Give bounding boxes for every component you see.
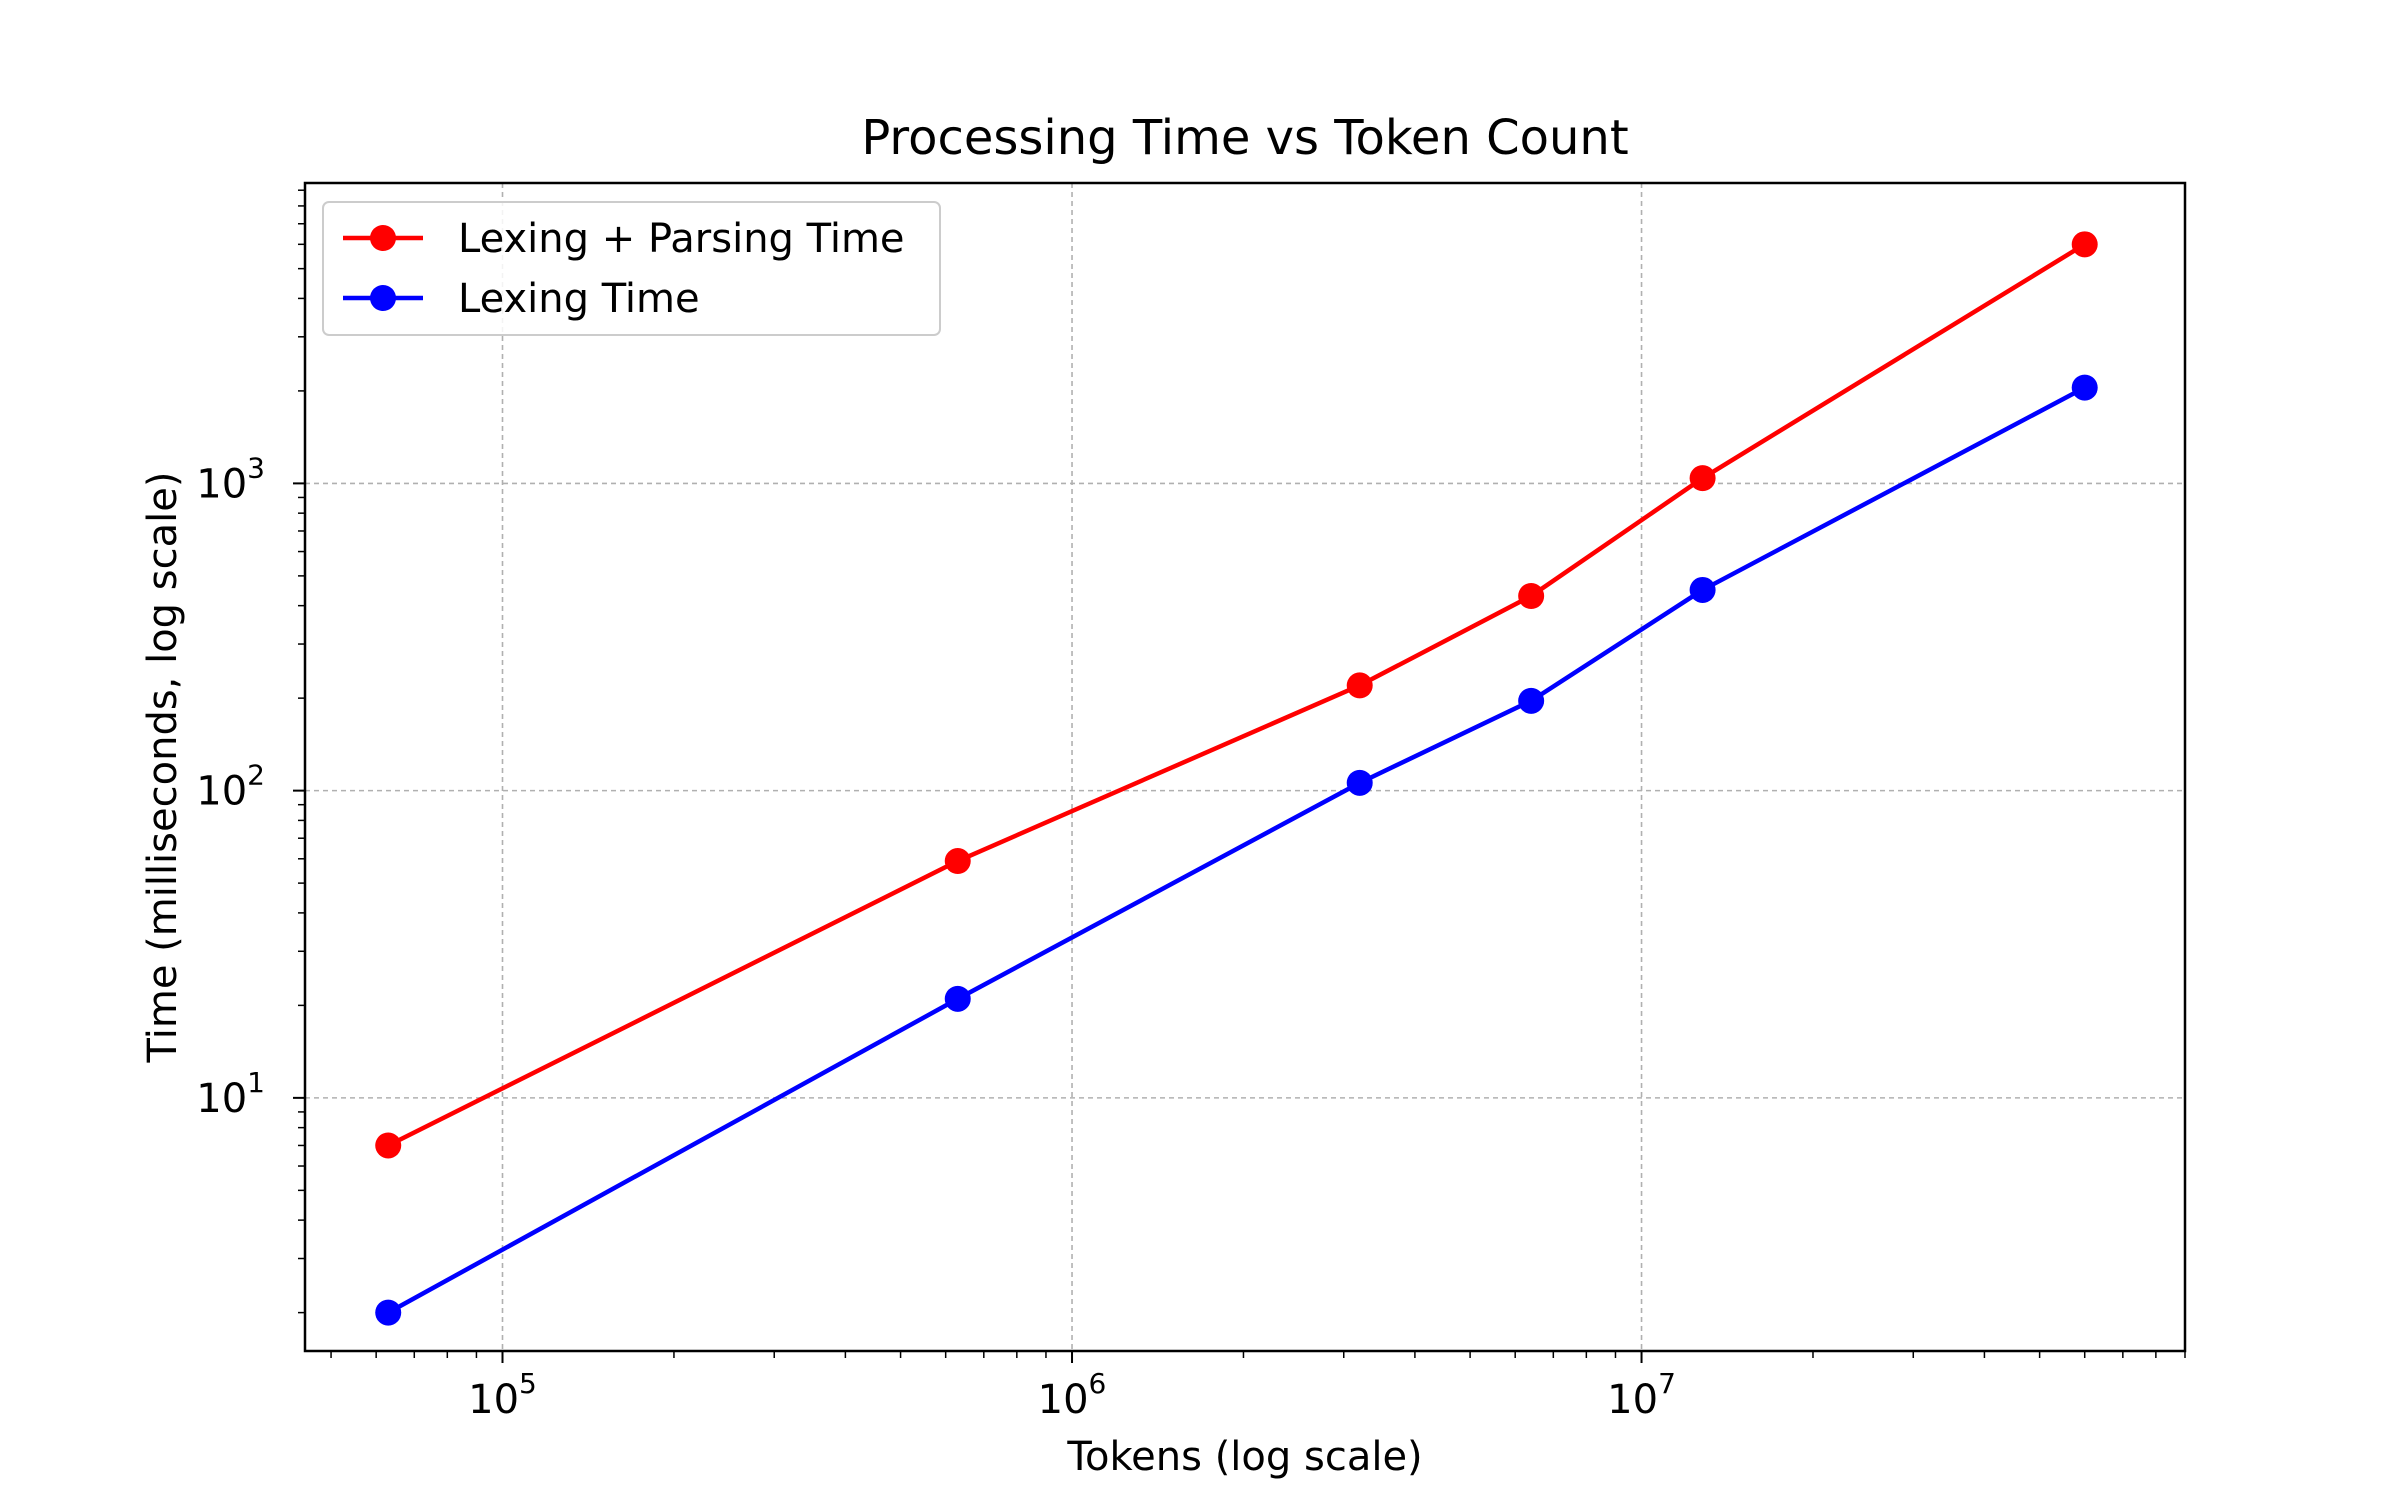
legend-box [322,201,941,336]
data-point [944,985,971,1012]
y-axis-label: Time (milliseconds, log scale) [140,472,186,1064]
data-point [1346,769,1373,796]
chart-title: Processing Time vs Token Count [861,110,1628,166]
data-point [375,1132,402,1159]
data-point [2071,231,2098,258]
data-point [1346,672,1373,699]
x-tick-label: 106 [1038,1367,1107,1423]
major-ticks: 105 106 107 101 102 103 [196,451,1676,1423]
plot-frame [303,181,2187,1353]
data-point [1518,583,1545,610]
y-tick-label: 103 [196,451,265,507]
y-tick-label: 101 [196,1066,265,1122]
x-tick-label: 107 [1607,1367,1676,1423]
legend-marker [370,225,396,251]
data-point [1689,465,1716,492]
data-point [1689,576,1716,603]
legend: Lexing + Parsing Time Lexing Time [322,201,941,336]
legend-label: Lexing + Parsing Time [458,216,905,262]
x-tick-label: 105 [468,1367,537,1423]
grid [305,183,2185,1351]
y-tick-label: 102 [196,759,265,815]
series-line [387,385,2086,1315]
x-axis-label: Tokens (log scale) [1066,1434,1422,1480]
data-point [2071,374,2098,401]
legend-marker [370,285,396,311]
data-point [375,1299,402,1326]
series-line [387,242,2086,1148]
data-point [1518,687,1545,714]
data-point [944,848,971,875]
series [375,231,2098,1326]
legend-label: Lexing Time [458,276,700,322]
